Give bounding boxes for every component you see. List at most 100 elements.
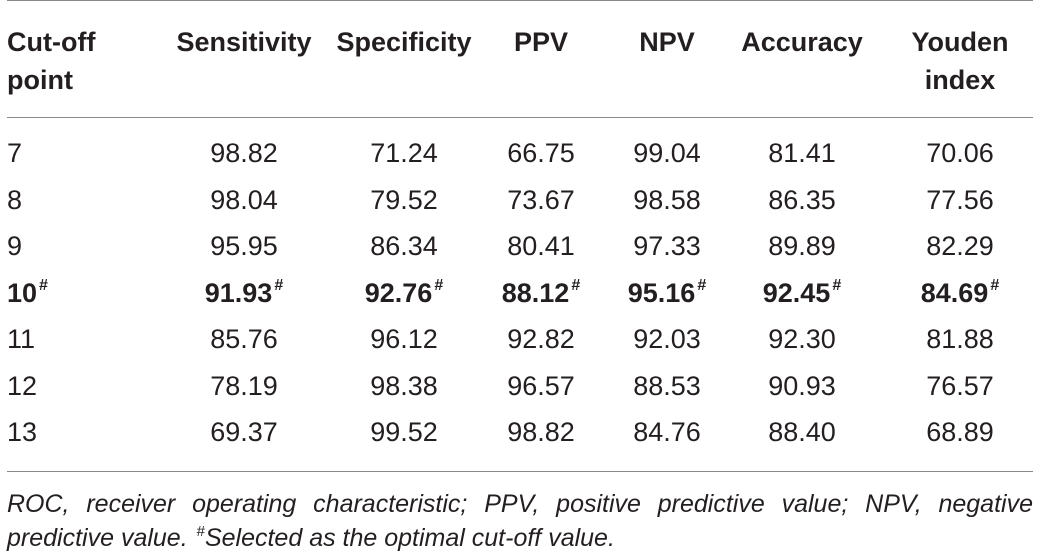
optimal-mark: # xyxy=(990,277,1000,294)
cell-value: 95.95 xyxy=(210,231,278,261)
cell-value: 70.06 xyxy=(926,138,994,168)
cell-cutoff: 8 xyxy=(7,181,22,219)
cell-value: 12 xyxy=(7,371,38,401)
cell-value: 98.04 xyxy=(210,185,278,215)
cell-value: 10 xyxy=(7,278,38,308)
cell-value: 71.24 xyxy=(370,138,438,168)
cell-specificity: 99.52 xyxy=(370,413,438,451)
cell-value: 96.57 xyxy=(507,371,575,401)
header-ppv: PPV xyxy=(513,27,569,57)
cell-ppv: 98.82 xyxy=(507,413,575,451)
cell-value: 92.82 xyxy=(507,324,575,354)
cell-cutoff: 9 xyxy=(7,227,22,265)
cell-value: 90.93 xyxy=(768,371,836,401)
header-sensitivity: Sensitivity xyxy=(176,27,312,57)
cell-value: 92.30 xyxy=(768,324,836,354)
cell-value: 13 xyxy=(7,417,38,447)
cell-value: 7 xyxy=(7,138,23,168)
cell-value: 79.52 xyxy=(370,185,438,215)
cell-value: 99.04 xyxy=(633,138,701,168)
cell-ppv: 92.82 xyxy=(507,320,575,358)
optimal-mark: # xyxy=(434,277,444,294)
cell-value: 82.29 xyxy=(926,231,994,261)
footnote-mark-text: Selected as the optimal cut-off value. xyxy=(204,524,615,552)
cell-specificity: 86.34 xyxy=(370,227,438,265)
cell-youden: 68.89 xyxy=(926,413,994,451)
cell-value: 86.34 xyxy=(370,231,438,261)
header-rule xyxy=(7,117,1033,118)
cell-value: 97.33 xyxy=(633,231,701,261)
cell-accuracy: 89.89 xyxy=(768,227,836,265)
cell-npv: 92.03 xyxy=(633,320,701,358)
cell-accuracy: 92.45 # xyxy=(763,274,841,312)
cell-value: 88.12 xyxy=(501,278,570,308)
cell-value: 85.76 xyxy=(210,324,278,354)
cell-accuracy: 92.30 xyxy=(768,320,836,358)
cell-cutoff: 7 xyxy=(7,134,22,172)
cell-ppv: 88.12 # xyxy=(502,274,580,312)
cell-accuracy: 86.35 xyxy=(768,181,836,219)
optimal-mark: # xyxy=(697,277,707,294)
cell-value: 9 xyxy=(7,231,23,261)
cell-value: 96.12 xyxy=(370,324,438,354)
cell-value: 89.89 xyxy=(768,231,836,261)
header-youden: Youden index xyxy=(912,23,1009,99)
cell-value: 66.75 xyxy=(507,138,575,168)
cell-value: 76.57 xyxy=(926,371,994,401)
cell-value: 11 xyxy=(7,324,36,354)
cell-value: 88.53 xyxy=(633,371,701,401)
cell-value: 99.52 xyxy=(370,417,438,447)
cell-value: 80.41 xyxy=(507,231,575,261)
cell-value: 91.93 xyxy=(204,278,273,308)
cell-value: 84.69 xyxy=(920,278,989,308)
header-npv: NPV xyxy=(639,27,695,57)
cell-youden: 70.06 xyxy=(926,134,994,172)
optimal-mark: # xyxy=(39,277,48,294)
cell-value: 98.38 xyxy=(370,371,438,401)
cell-sensitivity: 95.95 xyxy=(210,227,278,265)
optimal-mark: # xyxy=(832,277,842,294)
cell-specificity: 92.76 # xyxy=(365,274,443,312)
header-specificity: Specificity xyxy=(336,27,472,57)
cell-ppv: 96.57 xyxy=(507,367,575,405)
cell-youden: 84.69 # xyxy=(921,274,999,312)
cell-youden: 77.56 xyxy=(926,181,994,219)
cell-value: 88.40 xyxy=(768,417,836,447)
cell-value: 68.89 xyxy=(926,417,994,447)
cell-cutoff: 13 xyxy=(7,413,37,451)
footnote-mark: # xyxy=(196,523,205,540)
cell-sensitivity: 98.82 xyxy=(210,134,278,172)
cell-specificity: 98.38 xyxy=(370,367,438,405)
optimal-mark: # xyxy=(274,277,284,294)
cell-value: 95.16 xyxy=(627,278,696,308)
cell-sensitivity: 78.19 xyxy=(210,367,278,405)
cell-sensitivity: 91.93 # xyxy=(205,274,283,312)
cell-npv: 95.16 # xyxy=(628,274,706,312)
header-youden-line1: Youden xyxy=(911,27,1009,57)
footnote-text: ROC, receiver operating characteristic; … xyxy=(7,490,1033,552)
cell-sensitivity: 98.04 xyxy=(210,181,278,219)
cell-specificity: 79.52 xyxy=(370,181,438,219)
cell-value: 98.82 xyxy=(210,138,278,168)
header-cutoff-line1: Cut-off xyxy=(7,27,96,57)
cell-value: 73.67 xyxy=(507,185,575,215)
cell-accuracy: 81.41 xyxy=(768,134,836,172)
cell-youden: 82.29 xyxy=(926,227,994,265)
cell-npv: 88.53 xyxy=(633,367,701,405)
cell-npv: 97.33 xyxy=(633,227,701,265)
cell-ppv: 66.75 xyxy=(507,134,575,172)
cell-specificity: 96.12 xyxy=(370,320,438,358)
cell-npv: 99.04 xyxy=(633,134,701,172)
header-cutoff: Cut-off point xyxy=(7,23,95,99)
cell-value: 92.45 xyxy=(762,278,831,308)
cell-value: 98.58 xyxy=(633,185,701,215)
table-footnote: ROC, receiver operating characteristic; … xyxy=(7,487,1033,555)
cell-ppv: 73.67 xyxy=(507,181,575,219)
header-accuracy: Accuracy xyxy=(741,27,863,57)
table-bottom-rule xyxy=(7,471,1033,472)
cell-value: 77.56 xyxy=(926,185,994,215)
cell-accuracy: 90.93 xyxy=(768,367,836,405)
cell-accuracy: 88.40 xyxy=(768,413,836,451)
table-top-rule xyxy=(7,0,1033,1)
cell-value: 78.19 xyxy=(210,371,278,401)
